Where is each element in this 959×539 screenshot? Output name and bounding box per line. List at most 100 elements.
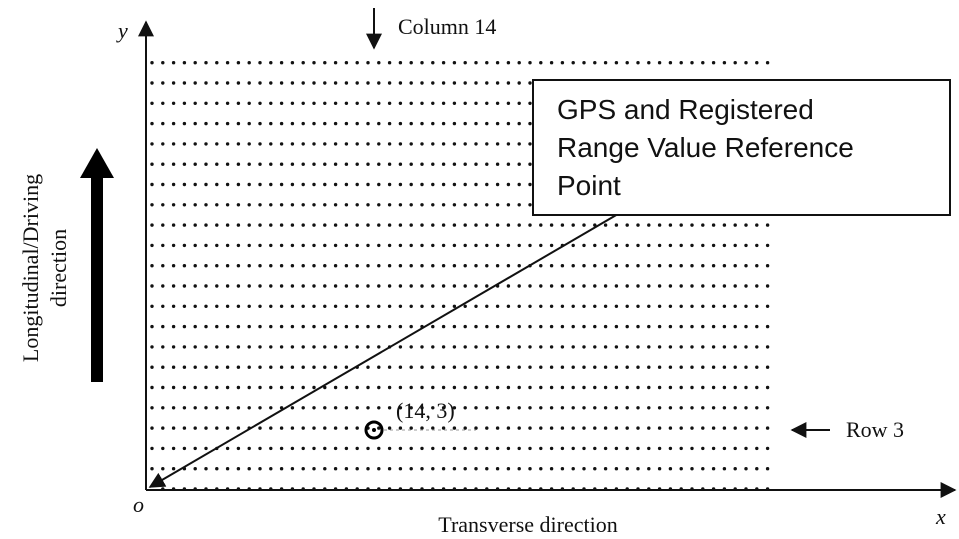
grid-dot [312, 61, 316, 65]
grid-dot [679, 284, 683, 288]
grid-dot [441, 446, 446, 451]
grid-dot [409, 61, 413, 65]
grid-dot [560, 426, 565, 430]
grid-dot [528, 182, 532, 187]
grid-dot [755, 406, 759, 410]
grid-dot [171, 243, 176, 248]
grid-dot [409, 324, 413, 329]
grid-dot [722, 223, 727, 227]
grid-dot [258, 426, 262, 430]
grid-dot [420, 243, 424, 248]
grid-dot [193, 121, 197, 126]
grid-dot [441, 406, 446, 410]
grid-dot [733, 243, 737, 248]
grid-dot [452, 467, 457, 471]
grid-dot [441, 121, 446, 126]
grid-dot [690, 223, 694, 227]
grid-dot [323, 121, 327, 126]
point-center [372, 428, 376, 432]
grid-dot [161, 406, 165, 410]
grid-dot [690, 406, 694, 410]
grid-dot [582, 345, 586, 349]
grid-dot [679, 223, 683, 227]
grid-dot [377, 121, 381, 126]
grid-dot [409, 203, 413, 207]
grid-dot [387, 223, 392, 227]
grid-dot [290, 385, 295, 390]
grid-dot [711, 264, 716, 268]
grid-dot [279, 467, 284, 471]
grid-dot [420, 304, 424, 308]
grid-dot [528, 223, 532, 227]
grid-dot [528, 142, 532, 146]
grid-dot [539, 345, 543, 349]
grid-dot [474, 385, 478, 390]
grid-dot [539, 264, 543, 268]
column-label: Column 14 [398, 14, 496, 39]
grid-dot [204, 264, 208, 268]
grid-dot [441, 182, 446, 187]
grid-dot [366, 365, 370, 369]
grid-dot [647, 223, 651, 227]
grid-dot [701, 223, 705, 227]
grid-dot [420, 284, 424, 288]
grid-dot [236, 406, 241, 410]
grid-dot [161, 223, 165, 227]
grid-dot [495, 264, 500, 268]
callout-text: Point [557, 170, 621, 201]
grid-dot [485, 61, 489, 65]
grid-dot [722, 467, 727, 471]
grid-dot [722, 345, 727, 349]
grid-dot [420, 345, 424, 349]
grid-dot [701, 446, 705, 451]
grid-dot [495, 203, 500, 207]
grid-dot [765, 324, 770, 329]
grid-dot [690, 61, 694, 65]
grid-dot [269, 324, 273, 329]
grid-dot [474, 406, 478, 410]
grid-dot [247, 284, 251, 288]
grid-dot [441, 284, 446, 288]
grid-dot [193, 243, 197, 248]
grid-dot [398, 81, 403, 85]
grid-dot [344, 284, 349, 288]
grid-dot [225, 324, 230, 329]
grid-dot [387, 304, 392, 308]
grid-dot [485, 446, 489, 451]
grid-dot [225, 162, 230, 166]
grid-dot [539, 324, 543, 329]
grid-dot [420, 61, 424, 65]
grid-dot [366, 182, 370, 187]
grid-dot [236, 426, 241, 430]
y-title: Longitudinal/Driving [18, 174, 43, 362]
grid-dot [387, 324, 392, 329]
grid-dot [215, 203, 219, 207]
grid-dot [344, 345, 349, 349]
grid-dot [193, 467, 197, 471]
grid-dot [377, 324, 381, 329]
grid-dot [506, 121, 511, 126]
grid-dot [355, 406, 359, 410]
grid-dot [150, 345, 154, 349]
grid-dot [193, 324, 197, 329]
grid-dot [593, 243, 597, 248]
grid-dot [279, 121, 284, 126]
grid-dot [657, 385, 662, 390]
grid-dot [301, 243, 305, 248]
grid-dot [603, 324, 608, 329]
grid-dot [711, 324, 716, 329]
grid-dot [344, 101, 349, 106]
grid-dot [755, 365, 759, 369]
grid-dot [755, 467, 759, 471]
grid-dot [517, 243, 521, 248]
grid-dot [377, 142, 381, 146]
grid-dot [690, 446, 694, 451]
grid-dot [301, 81, 305, 85]
grid-dot [560, 264, 565, 268]
grid-dot [150, 365, 154, 369]
grid-dot [247, 345, 251, 349]
grid-dot [301, 467, 305, 471]
grid-dot [323, 446, 327, 451]
grid-dot [636, 284, 640, 288]
callout-text: Range Value Reference [557, 132, 854, 163]
